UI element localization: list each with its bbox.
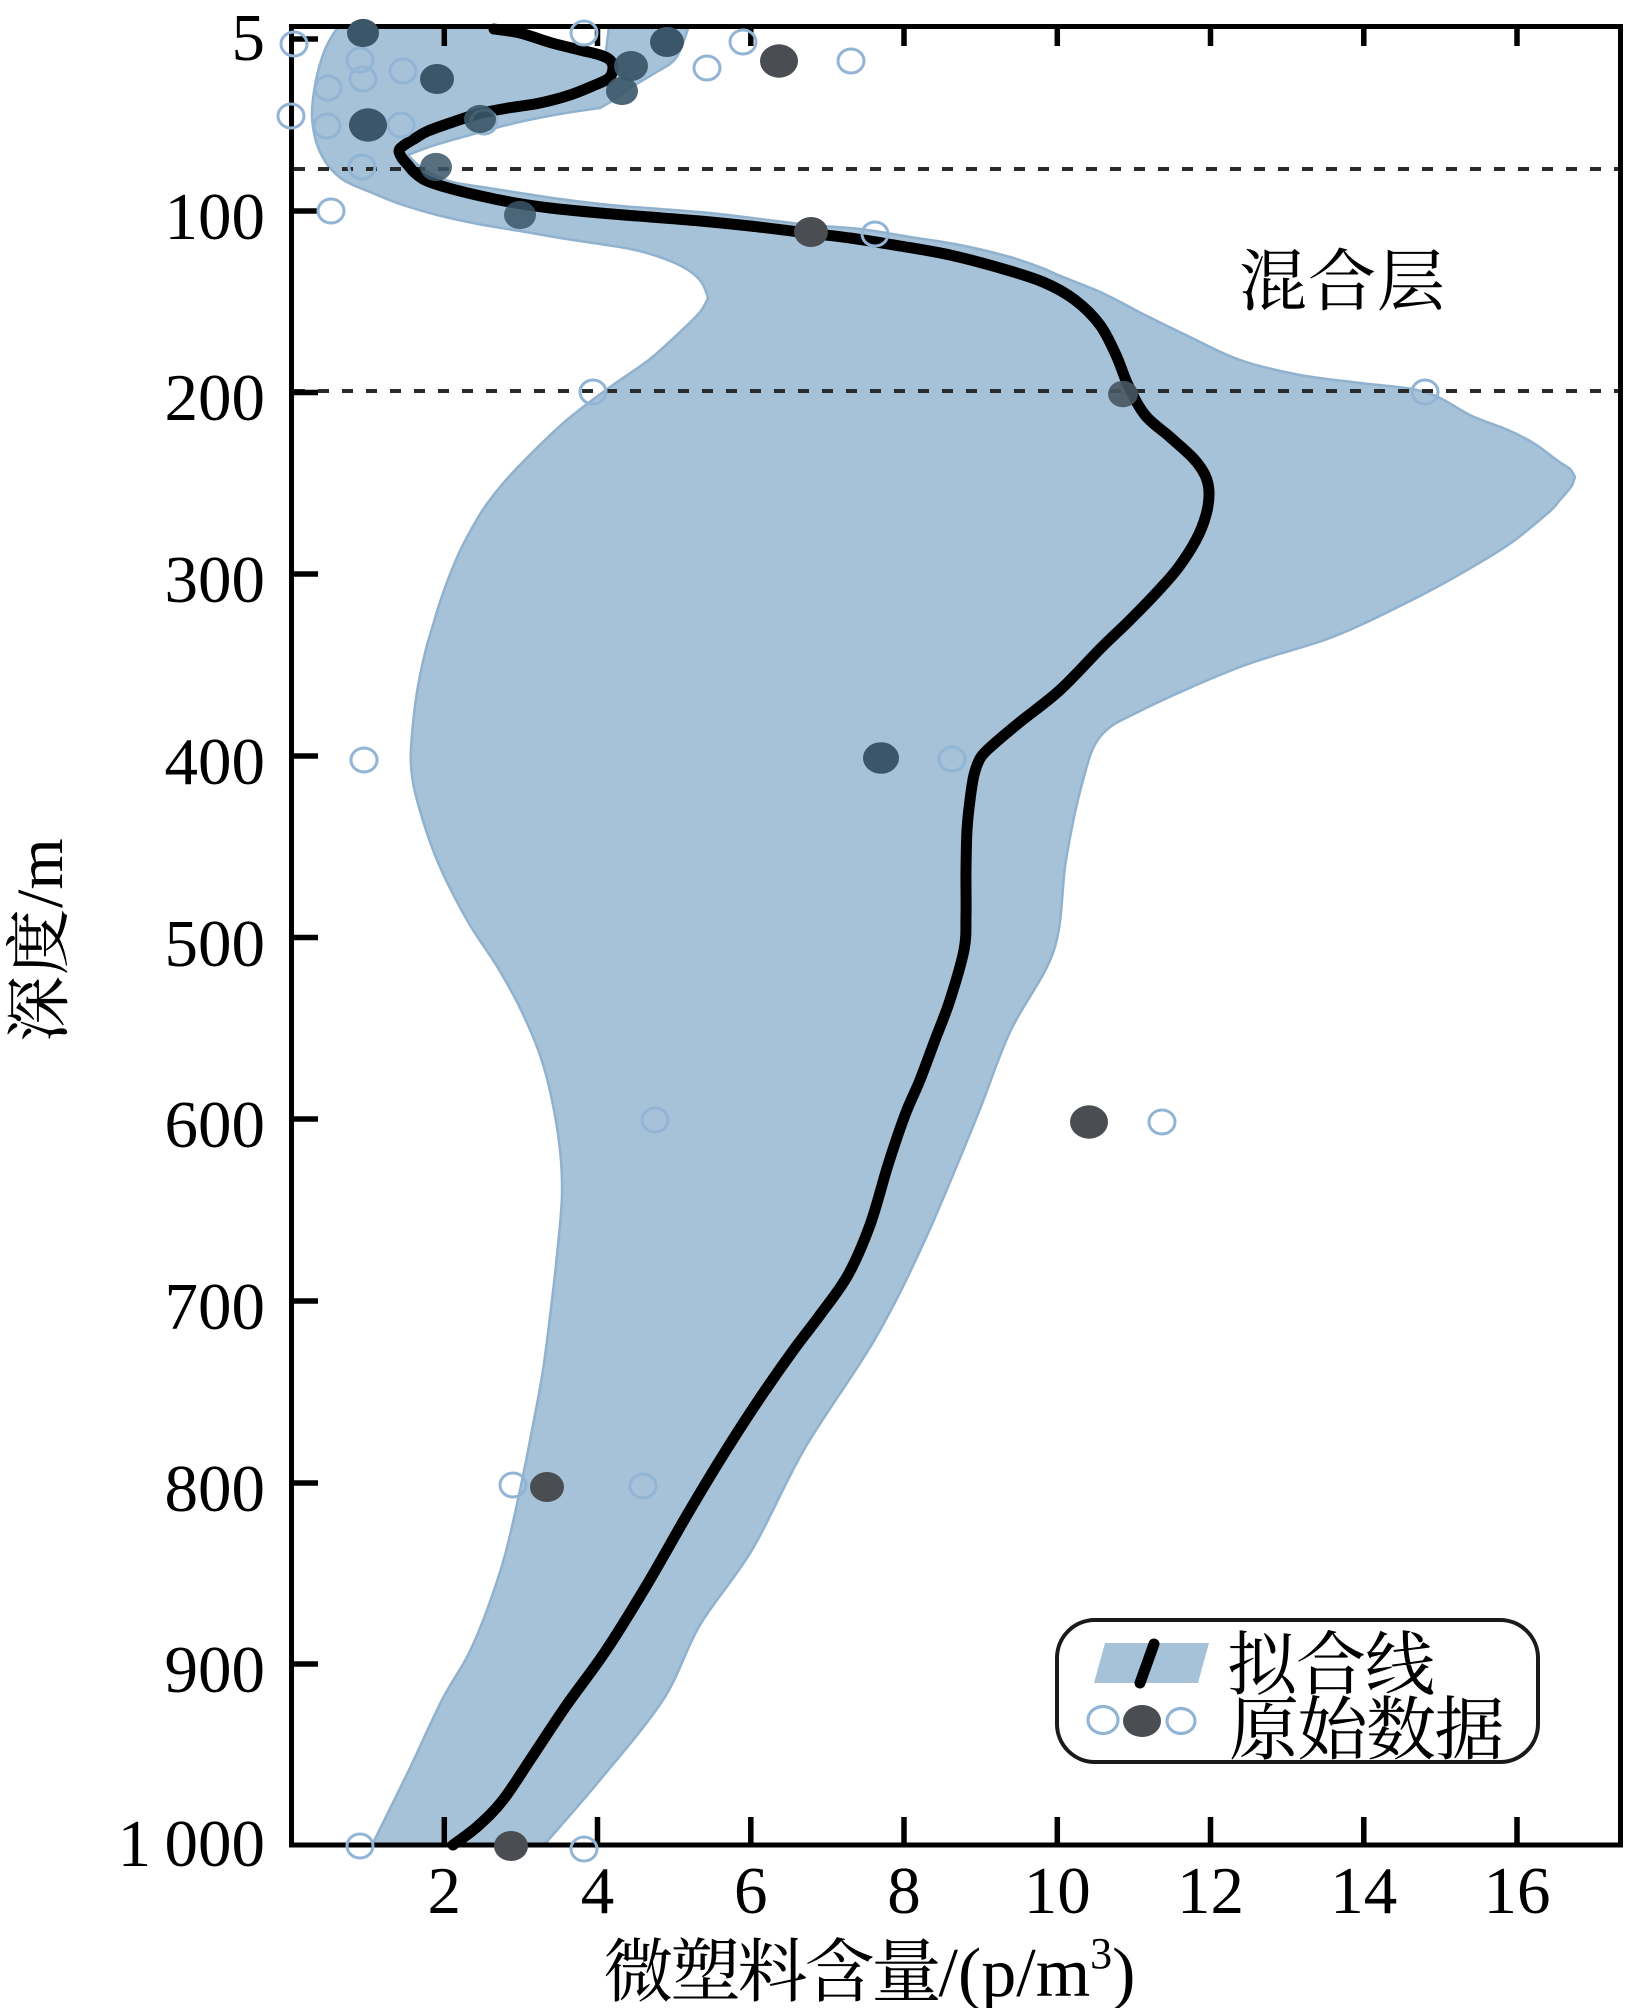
svg-text:/m: /m — [4, 838, 77, 908]
svg-text:1 000: 1 000 — [118, 1807, 265, 1881]
svg-text:5: 5 — [232, 1, 266, 75]
svg-text:800: 800 — [165, 1452, 266, 1526]
svg-text:6: 6 — [734, 1854, 768, 1928]
svg-text:900: 900 — [165, 1633, 266, 1707]
svg-text:16: 16 — [1484, 1854, 1551, 1928]
svg-text:8: 8 — [887, 1854, 921, 1928]
svg-text:300: 300 — [165, 543, 266, 617]
svg-text:200: 200 — [165, 361, 266, 435]
svg-text:4: 4 — [581, 1854, 615, 1928]
svg-text:10: 10 — [1024, 1854, 1091, 1928]
svg-text:12: 12 — [1177, 1854, 1244, 1928]
svg-text:600: 600 — [165, 1088, 266, 1162]
svg-text:100: 100 — [165, 180, 266, 254]
svg-text:400: 400 — [165, 725, 266, 799]
svg-text:2: 2 — [428, 1854, 462, 1928]
svg-text:700: 700 — [165, 1270, 266, 1344]
svg-text:500: 500 — [165, 907, 266, 981]
svg-text:14: 14 — [1330, 1854, 1397, 1928]
